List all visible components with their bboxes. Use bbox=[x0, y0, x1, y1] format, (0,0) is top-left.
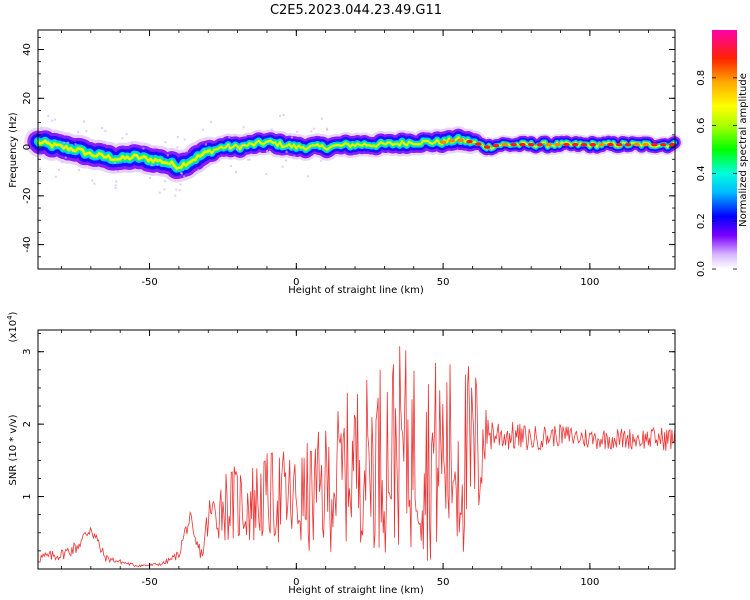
colorbar-tick-label: 0.8 bbox=[696, 70, 707, 86]
colorbar-ticks: 0.0 0.2 0.4 0.6 0.8 bbox=[696, 70, 737, 277]
colorbar: 0.0 0.2 0.4 0.6 0.8 Normalized spectral ampl… bbox=[696, 30, 749, 277]
spectrogram-y-tick-label: 40 bbox=[22, 43, 33, 56]
snr-x-axis-label: Height of straight line (km) bbox=[288, 585, 424, 596]
snr-x-tick-label: -50 bbox=[141, 577, 157, 588]
snr-x-tick-label: 50 bbox=[437, 577, 450, 588]
spectrogram-y-axis-label: Frequency (Hz) bbox=[8, 112, 19, 188]
spectrogram-x-tick-label: -50 bbox=[141, 277, 157, 288]
colorbar-tick-label: 0.4 bbox=[696, 165, 707, 181]
snr-panel: -50 0 50 100 1 2 3 Height of straight line (km… bbox=[6, 311, 676, 596]
spectrogram-y-tick-label: -20 bbox=[22, 188, 33, 204]
snr-y-tick-label: 3 bbox=[22, 349, 33, 355]
spectrogram-y-tick-label: 0 bbox=[22, 144, 33, 150]
spectrogram-x-tick-label: 100 bbox=[580, 277, 599, 288]
snr-y-tick-label: 2 bbox=[22, 421, 33, 427]
colorbar-gradient bbox=[712, 30, 737, 269]
snr-ticks: -50 0 50 100 1 2 3 bbox=[22, 330, 675, 588]
colorbar-tick-label: 0.6 bbox=[696, 118, 707, 134]
snr-series-line bbox=[37, 346, 676, 568]
spectrogram-panel: -50 0 50 100 -40 -20 0 20 40 Height of straight … bbox=[8, 29, 683, 296]
snr-y-tick-label: 1 bbox=[22, 493, 33, 499]
colorbar-label: Normalized spectral amplitude bbox=[738, 73, 749, 227]
spectrogram-y-tick-label: -40 bbox=[22, 236, 33, 252]
chart-title: C2E5.2023.044.23.49.G11 bbox=[270, 3, 442, 18]
spectrogram-x-axis-label: Height of straight line (km) bbox=[288, 285, 424, 296]
spectrogram-y-tick-label: 20 bbox=[22, 92, 33, 105]
spectrogram-x-tick-label: 50 bbox=[437, 277, 450, 288]
spectrogram-heatmap bbox=[24, 114, 683, 197]
spectrogram-x-tick-label: 0 bbox=[293, 277, 299, 288]
snr-y-axis-label: SNR (10 * v/v) bbox=[8, 414, 19, 485]
snr-x-tick-label: 100 bbox=[580, 577, 599, 588]
colorbar-tick-label: 0.0 bbox=[696, 261, 707, 277]
snr-frame bbox=[37, 329, 676, 570]
spectrogram-ticks: -50 0 50 100 -40 -20 0 20 40 bbox=[22, 30, 675, 288]
colorbar-tick-label: 0.2 bbox=[696, 213, 707, 229]
spectrogram-frame bbox=[37, 29, 676, 270]
snr-y-multiplier: (x104) bbox=[6, 311, 19, 342]
snr-x-tick-label: 0 bbox=[293, 577, 299, 588]
